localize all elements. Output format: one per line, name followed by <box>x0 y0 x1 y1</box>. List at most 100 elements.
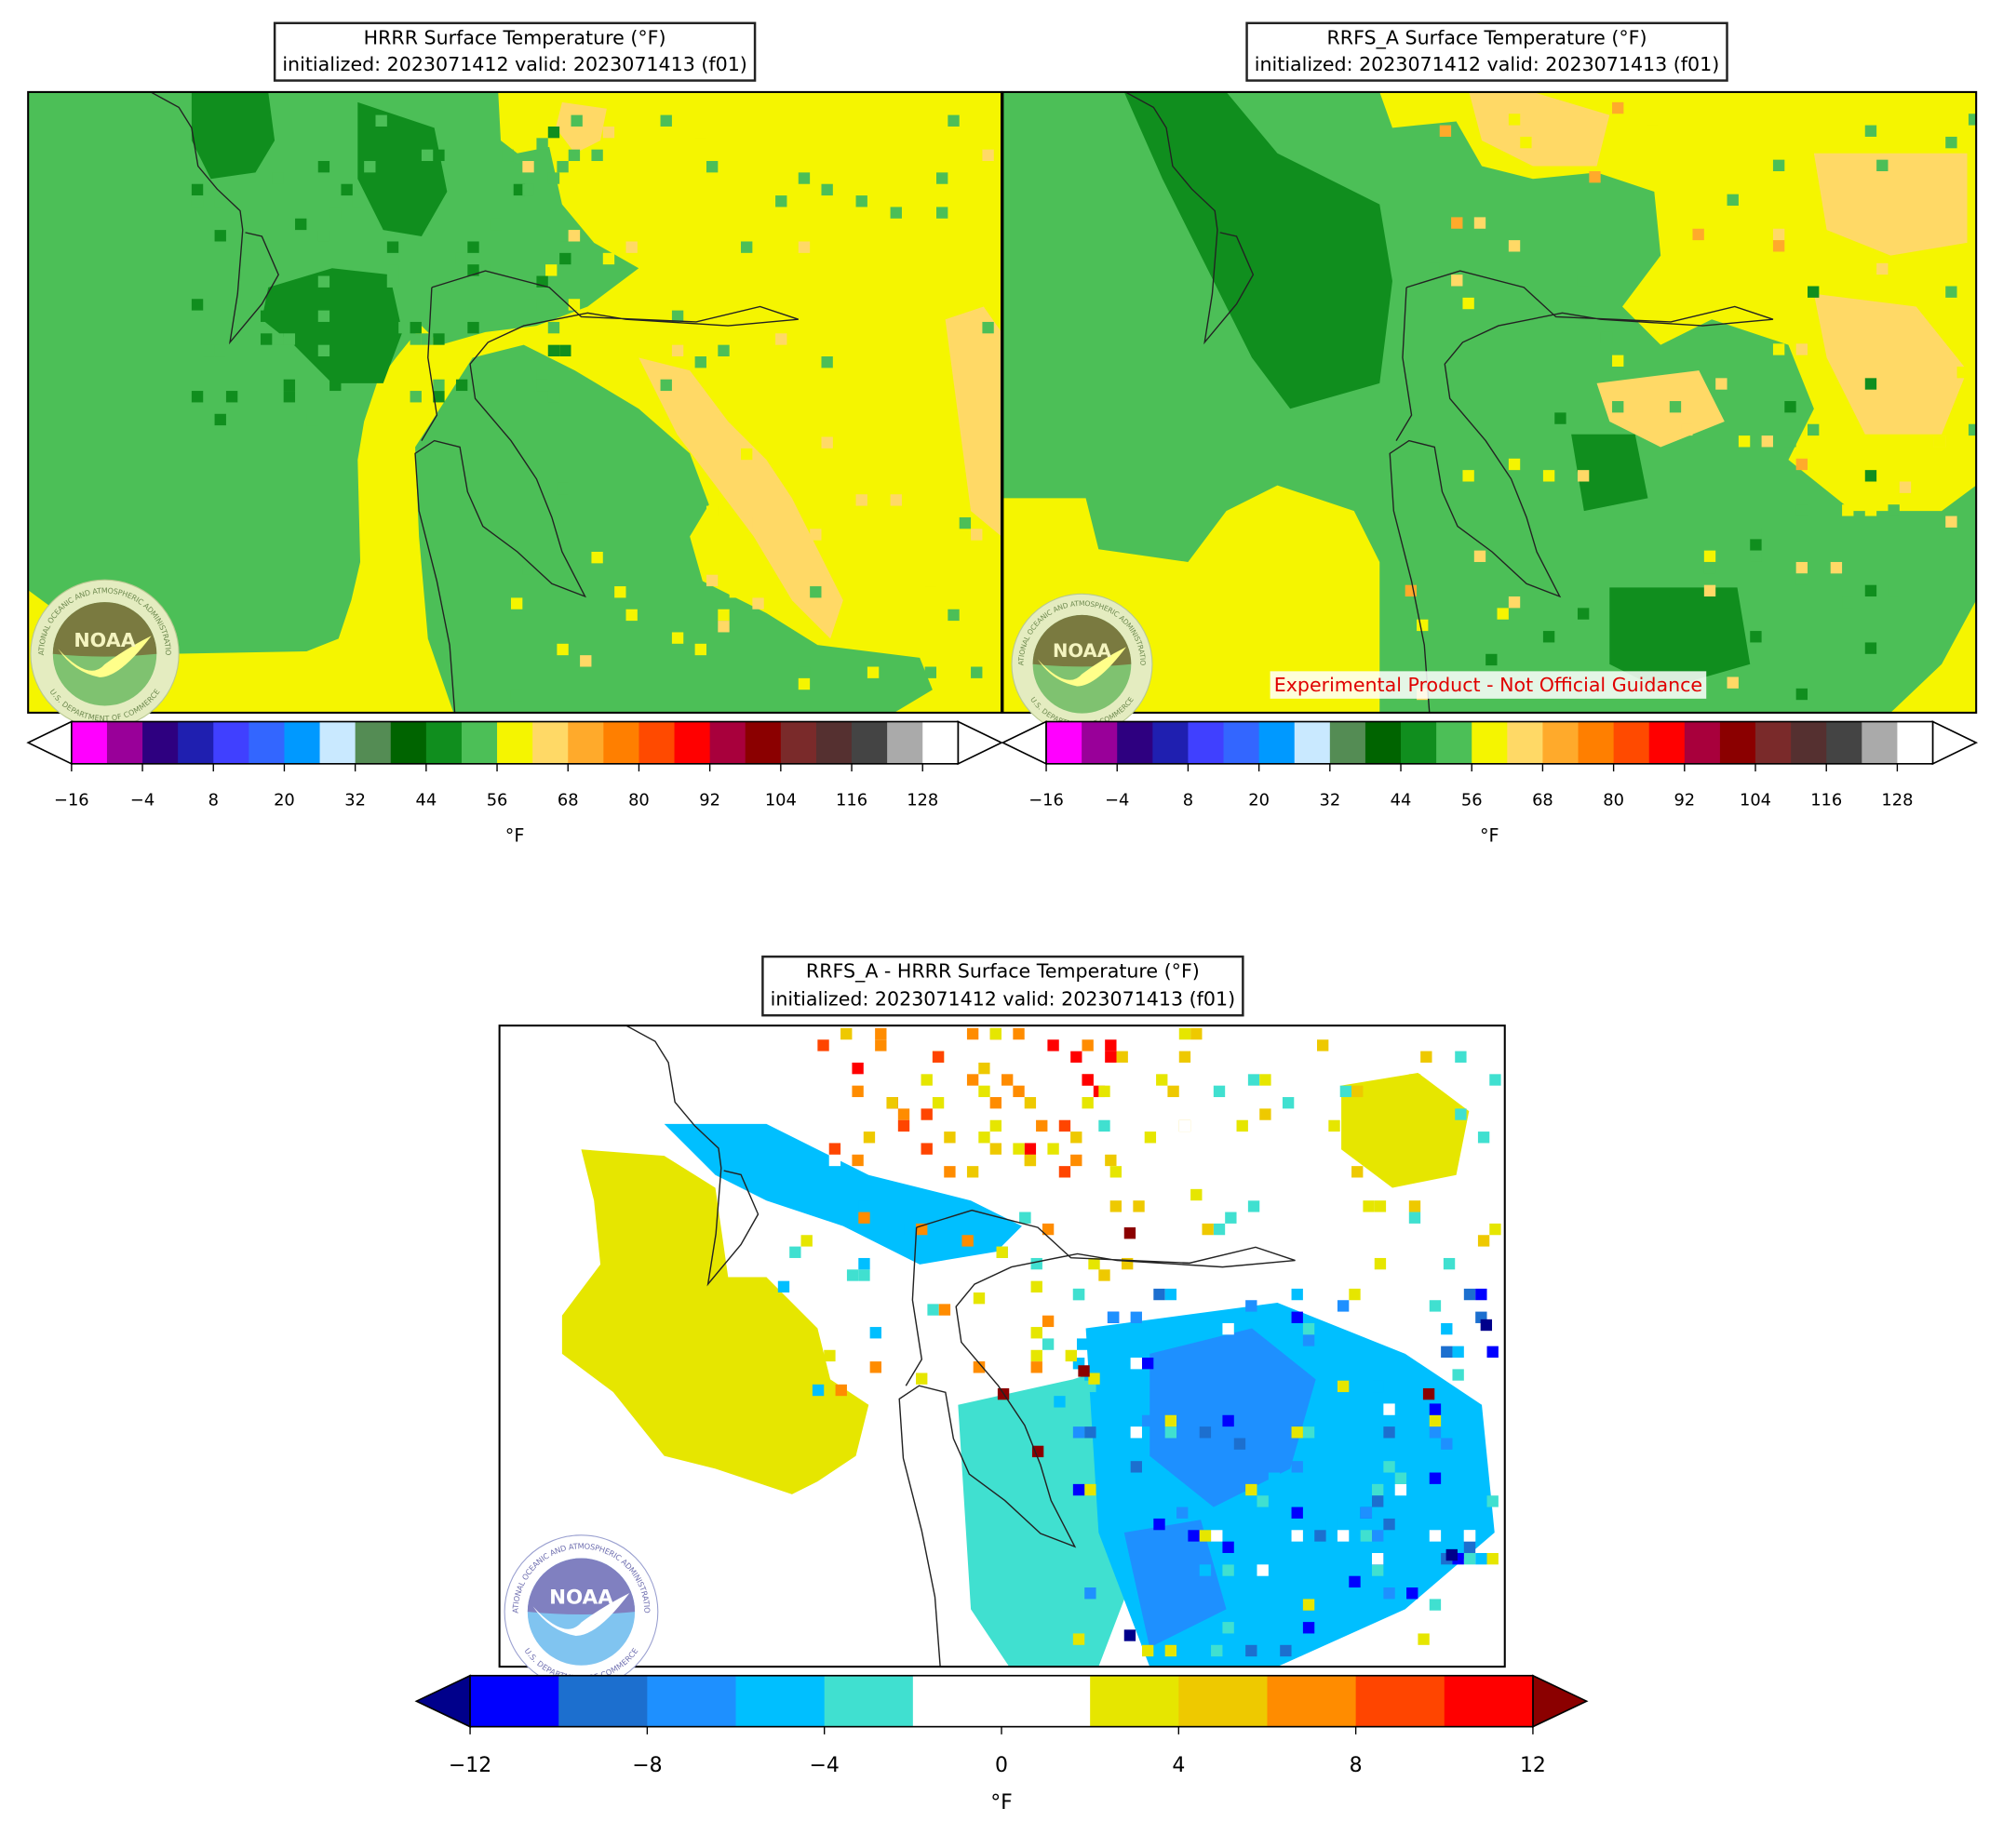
colorbar-bin <box>568 721 604 764</box>
field-cell <box>729 586 742 598</box>
field-cell <box>1076 1338 1089 1350</box>
colorbar-bin <box>1472 721 1508 764</box>
field-cell <box>1477 1132 1490 1144</box>
colorbar-tick-label: −16 <box>1028 791 1064 810</box>
field-cell <box>547 126 560 139</box>
field-cell <box>1486 1552 1499 1565</box>
colorbar-bin <box>319 721 356 764</box>
field-cell <box>1455 1108 1467 1120</box>
field-region <box>561 1149 869 1494</box>
field-cell <box>1349 1575 1361 1588</box>
field-cell <box>1445 1548 1458 1561</box>
field-region <box>191 91 276 180</box>
field-cell <box>1302 1622 1315 1634</box>
colorbar-extend-low <box>1001 720 1047 766</box>
field-cell <box>1222 1322 1234 1335</box>
field-cell <box>467 241 479 253</box>
colorbar-tick-label: 56 <box>487 791 508 810</box>
field-cell <box>855 494 867 506</box>
field-cell <box>989 1097 1002 1109</box>
field-cell <box>1178 1051 1191 1063</box>
field-cell <box>1945 516 1957 528</box>
field-cell <box>1105 1154 1117 1167</box>
field-cell <box>1259 1074 1271 1086</box>
field-cell <box>1451 275 1463 287</box>
field-cell <box>1054 1396 1066 1408</box>
field-cell <box>1031 1445 1044 1458</box>
logo-bird <box>58 636 152 677</box>
colorbar-tick-label: 128 <box>907 791 938 810</box>
field-cell <box>1795 458 1808 471</box>
field-cell <box>1864 642 1877 654</box>
field-cell <box>1715 378 1727 390</box>
field-cell <box>1199 1530 1212 1542</box>
field-cell <box>959 563 972 575</box>
field-cell <box>1374 1257 1387 1270</box>
field-cell <box>1864 378 1877 390</box>
field-cell <box>295 218 307 231</box>
field-cell <box>410 391 422 403</box>
field-cell <box>973 1361 986 1373</box>
field-cell <box>1968 423 1977 436</box>
field-cell <box>1291 1426 1303 1439</box>
field-cell <box>283 287 296 300</box>
field-cell <box>948 138 960 150</box>
field-cell <box>1452 1599 1464 1611</box>
field-cell <box>1795 573 1808 585</box>
field-cell <box>1314 1530 1326 1542</box>
field-cell <box>614 586 626 598</box>
field-cell <box>1178 1119 1191 1132</box>
field-cell <box>1372 1483 1384 1496</box>
field-cell <box>1394 1472 1407 1484</box>
colorbar-bin <box>1294 721 1331 764</box>
field-cell <box>1429 1599 1442 1611</box>
field-cell <box>1328 1062 1340 1075</box>
field-cell <box>936 172 948 184</box>
field-cell <box>1176 1507 1189 1519</box>
field-cell <box>1072 1426 1085 1439</box>
field-cell <box>283 310 296 322</box>
colorbar-bin <box>470 1675 559 1727</box>
field-cell <box>1429 1288 1442 1301</box>
colorbar-extend-low <box>414 1674 471 1728</box>
colorbar-bin <box>912 1675 1002 1727</box>
field-cell <box>1164 1414 1177 1427</box>
field-cell <box>536 379 548 392</box>
field-cell <box>1156 1074 1168 1086</box>
field-cell <box>989 1074 1002 1086</box>
field-cell <box>398 321 410 334</box>
field-cell <box>828 1154 841 1167</box>
field-cell <box>1190 1027 1203 1040</box>
field-cell <box>283 391 296 403</box>
field-cell <box>1222 1564 1234 1576</box>
field-cell <box>777 1280 790 1293</box>
field-cell <box>1394 1414 1407 1427</box>
field-cell <box>1463 1530 1476 1542</box>
field-cell <box>1956 286 1969 298</box>
colorbar-bin <box>1082 721 1118 764</box>
field-cell <box>547 391 560 403</box>
colorbar-tick-label: 80 <box>1603 791 1624 810</box>
field-cell <box>1485 653 1498 666</box>
field-cell <box>706 574 719 587</box>
field-cell <box>1520 136 1532 149</box>
colorbar-bin <box>1329 721 1366 764</box>
field-cell <box>1013 1085 1025 1098</box>
colorbar-bin <box>497 721 533 764</box>
field-cell <box>214 230 226 242</box>
field-cell <box>1542 470 1555 482</box>
field-cell <box>1429 1426 1442 1439</box>
field-region <box>664 1123 1022 1265</box>
field-cell <box>821 436 833 449</box>
field-cell <box>694 643 706 656</box>
field-cell <box>989 1027 1002 1040</box>
colorbar-bin <box>1046 721 1082 764</box>
field-cell <box>1612 148 1624 160</box>
field-cell <box>869 1361 881 1373</box>
field-cell <box>433 149 445 162</box>
field-cell <box>855 195 867 208</box>
field-cell <box>1658 596 1670 609</box>
field-cell <box>671 632 684 644</box>
field-cell <box>948 609 960 622</box>
